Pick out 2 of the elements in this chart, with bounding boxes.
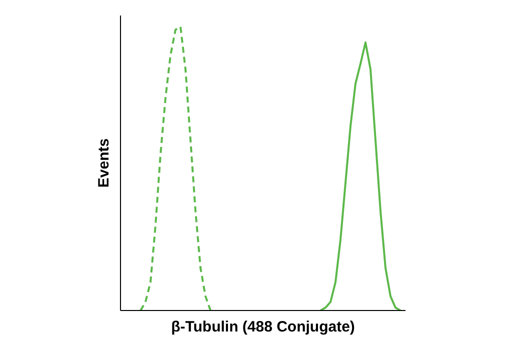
y-axis-title: Events <box>96 138 112 188</box>
x-axis-title: β-Tubulin (488 Conjugate) <box>171 318 355 336</box>
